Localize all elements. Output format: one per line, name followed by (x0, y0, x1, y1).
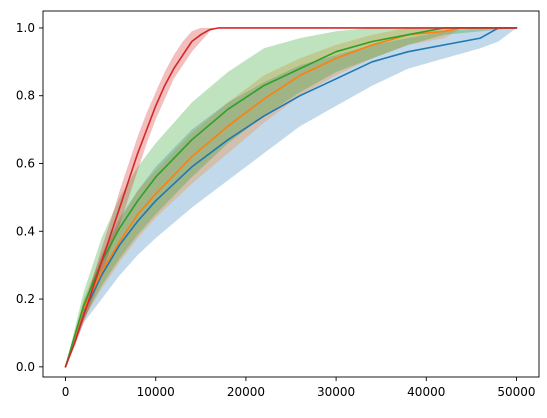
series-1-band (65, 27, 517, 367)
confidence-bands (65, 27, 517, 367)
y-tick-label: 0.8 (16, 89, 35, 103)
plot-frame (42, 10, 540, 378)
x-tick-label: 50000 (497, 385, 535, 399)
y-axis: 0.0 0.2 0.4 0.6 0.8 1.0 (16, 21, 43, 374)
series-2-band (65, 27, 517, 367)
series-3-band (65, 27, 517, 367)
series-4-line (64, 27, 518, 368)
x-tick-label: 40000 (407, 385, 445, 399)
x-tick-label: 20000 (227, 385, 265, 399)
y-tick-label: 0.0 (16, 360, 35, 374)
x-axis: 0 10000 20000 30000 40000 50000 (62, 377, 536, 399)
x-tick-label: 0 (62, 385, 70, 399)
series-3-line (64, 27, 518, 368)
x-tick-label: 10000 (137, 385, 175, 399)
y-tick-label: 0.6 (16, 157, 35, 171)
series-lines (64, 27, 518, 368)
series-2-line (64, 27, 518, 368)
y-tick-label: 0.2 (16, 292, 35, 306)
y-tick-label: 1.0 (16, 21, 35, 35)
y-tick-label: 0.4 (16, 224, 35, 238)
series-1-line (64, 27, 518, 368)
x-tick-label: 30000 (317, 385, 355, 399)
